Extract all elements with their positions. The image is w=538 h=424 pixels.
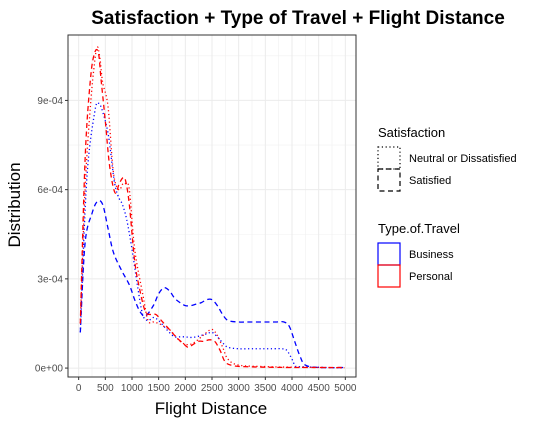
x-tick-label: 1000 (121, 383, 144, 394)
legend-key-dotted (377, 146, 401, 170)
series-line-business-neutral-or-dissatisfied (79, 101, 345, 369)
x-tick-label: 5000 (334, 383, 357, 394)
x-tick-label: 4000 (281, 383, 304, 394)
x-tick-label: 500 (97, 383, 114, 394)
y-tick-label: 3e-04 (37, 274, 63, 285)
legend-title-type-of-travel: Type.of.Travel (378, 221, 460, 236)
legend-label: Satisfied (409, 175, 451, 187)
x-tick-label: 0 (76, 383, 82, 394)
chart-title: Satisfaction + Type of Travel + Flight D… (91, 8, 505, 29)
y-tick-label: 6e-04 (37, 185, 63, 196)
y-tick-label: 9e-04 (37, 96, 63, 107)
y-axis-title: Distribution (5, 162, 24, 247)
y-tick-label: 0e+00 (35, 364, 64, 375)
legend-title-satisfaction: Satisfaction (378, 125, 445, 140)
x-tick-label: 2500 (201, 383, 224, 394)
series-line-business-satisfied (79, 200, 345, 369)
x-tick-label: 4500 (308, 383, 331, 394)
x-axis-title: Flight Distance (155, 399, 267, 418)
x-tick-label: 3500 (254, 383, 277, 394)
x-axis: 0 500 1000 1500 2000 2500 3000 3500 4000 4500 5000 (76, 377, 357, 394)
x-tick-label: 1500 (148, 383, 171, 394)
legend-key-personal (377, 264, 401, 288)
x-tick-label: 2000 (174, 383, 197, 394)
legend-key-dashed (377, 168, 401, 192)
legend-label: Business (409, 249, 454, 261)
legend-label: Personal (409, 271, 452, 283)
legend: Satisfaction Neutral or Dissatisfied Satis… (377, 125, 517, 288)
x-tick-label: 3000 (228, 383, 251, 394)
legend-label: Neutral or Dissatisfied (409, 153, 517, 165)
legend-key-business (377, 242, 401, 266)
series-group (79, 46, 345, 369)
y-axis: 0e+00 3e-04 6e-04 9e-04 (35, 96, 68, 375)
series-line-personal-satisfied (79, 48, 345, 369)
